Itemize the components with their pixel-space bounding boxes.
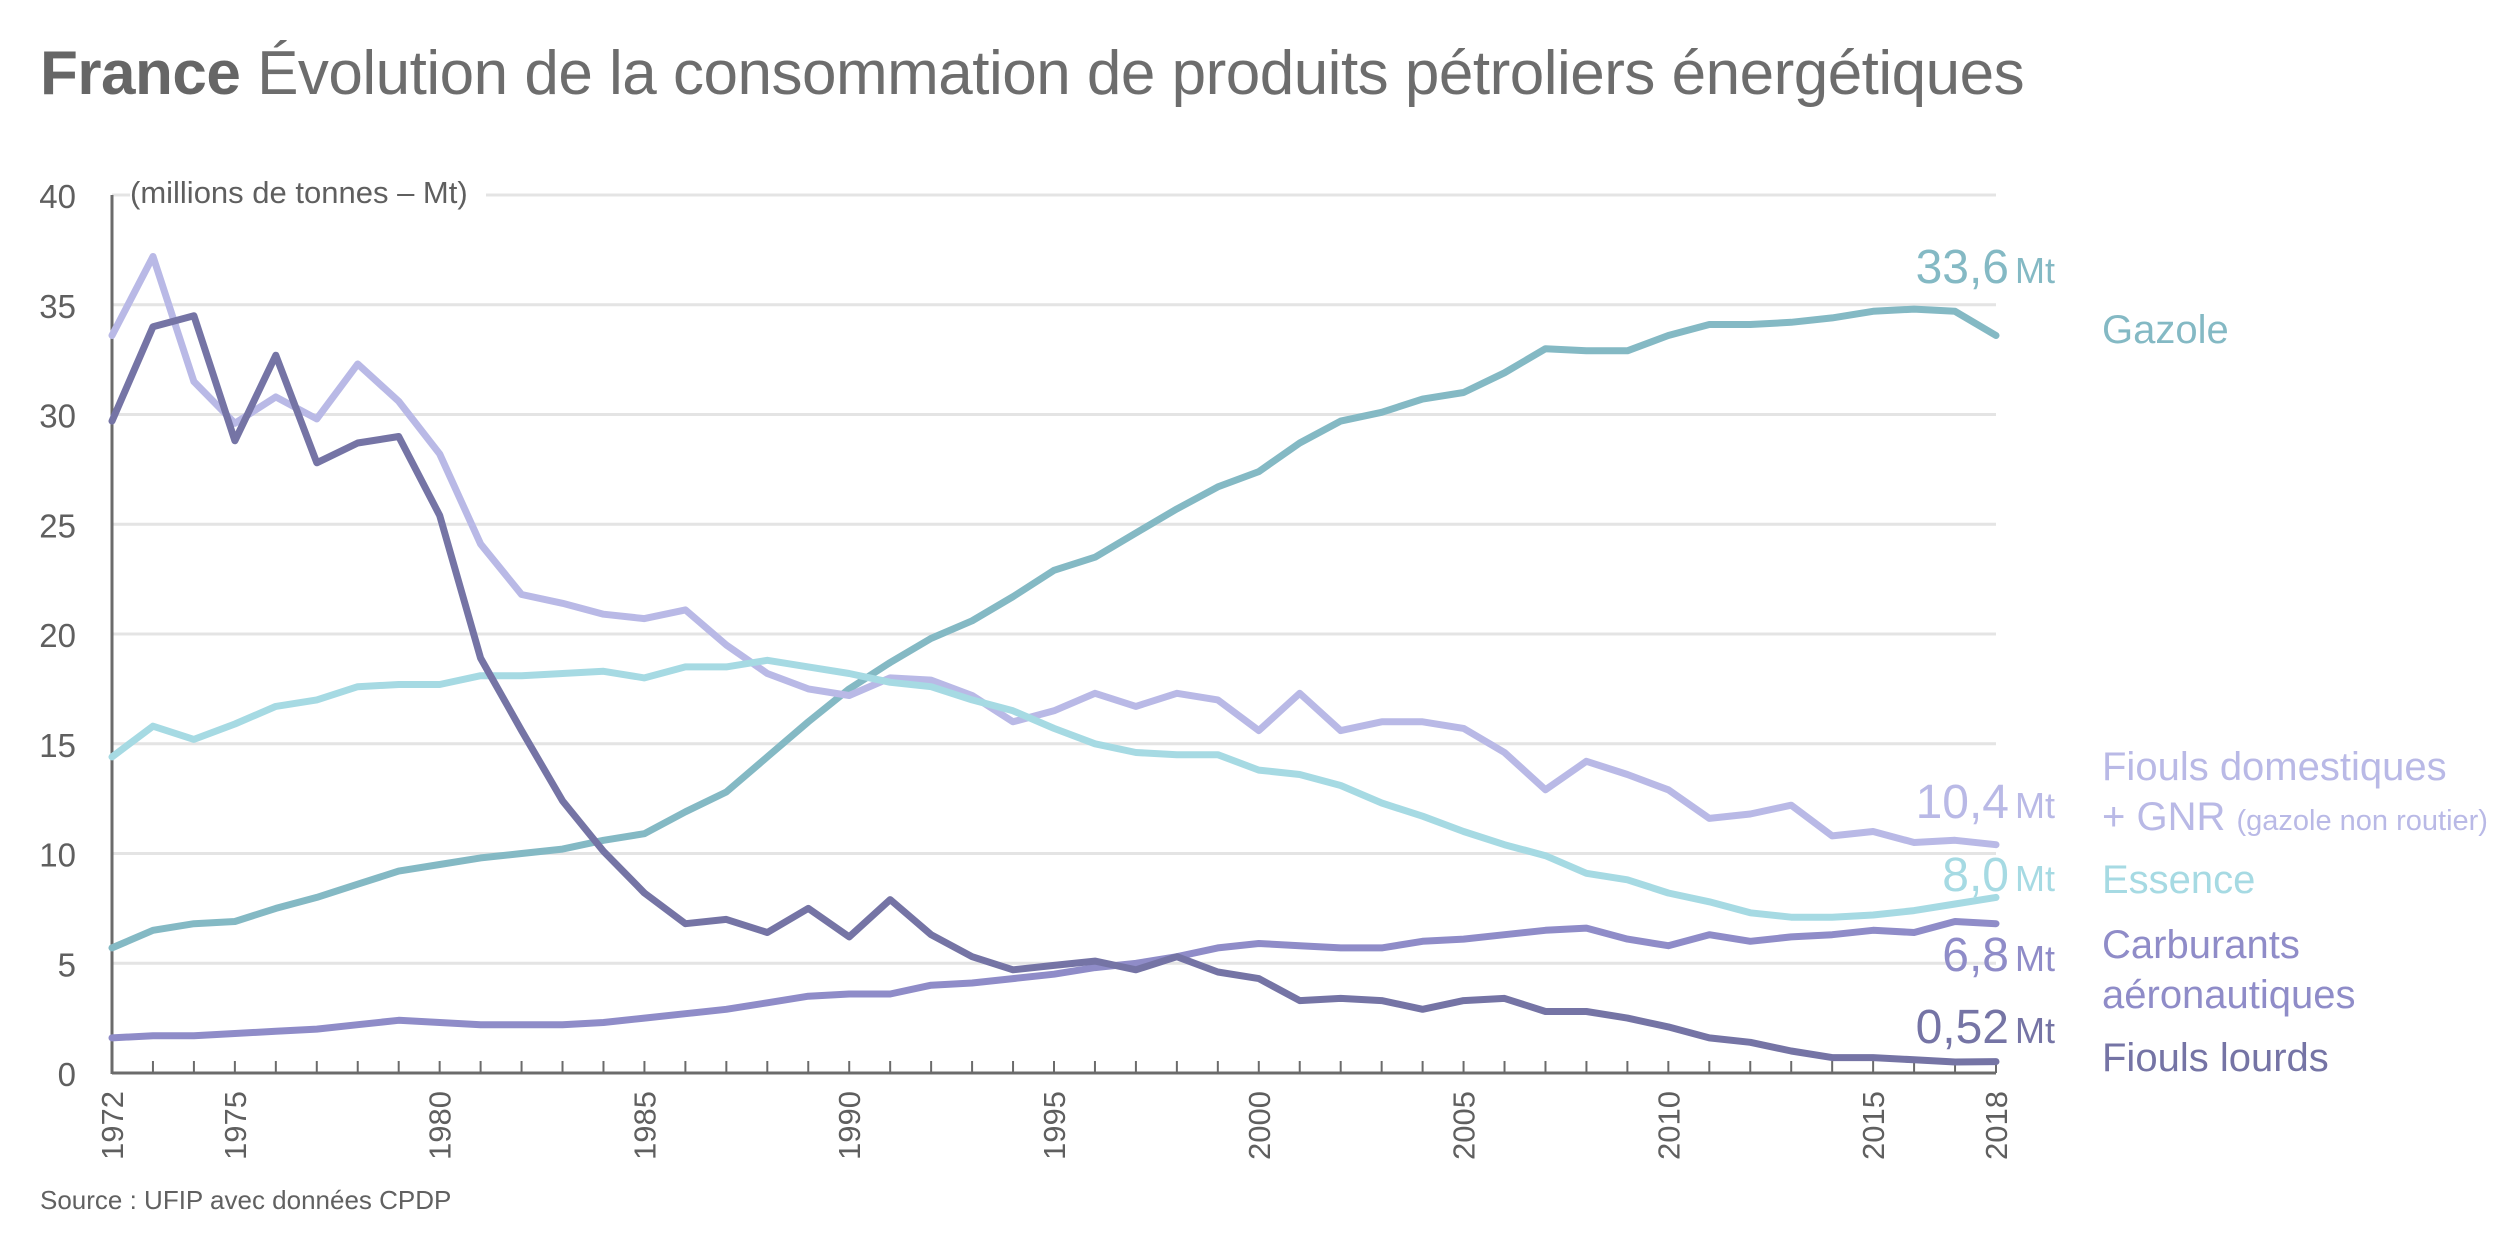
legend-label: Fiouls domestiques	[2102, 745, 2447, 789]
y-axis-ticks: 0 5 10 15 20 25 30 35 40	[39, 178, 76, 1093]
end-value-unit: Mt	[2015, 938, 2055, 979]
end-value-unit: Mt	[2015, 250, 2055, 291]
end-value-carburants-aero: 6,8 Mt	[1942, 928, 2055, 983]
source-note: Source : UFIP avec données CPDP	[40, 1185, 452, 1215]
end-value-fiouls-domestiques: 10,4 Mt	[1916, 775, 2055, 830]
y-tick-label: 35	[39, 288, 76, 325]
legend-label-text: aéronautiques	[2102, 973, 2356, 1017]
y-tick-label: 10	[39, 837, 76, 874]
end-value-fiouls-lourds: 0,52 Mt	[1916, 1000, 2055, 1055]
x-tick-label: 1985	[627, 1091, 662, 1160]
legend-item-essence: Essence	[2102, 855, 2255, 905]
series-line-carburants-aero	[108, 918, 2000, 1042]
end-value-gazole: 33,6 Mt	[1916, 240, 2055, 295]
legend-label-note: (gazole non routier)	[2236, 805, 2488, 837]
gridlines	[112, 193, 1996, 965]
y-tick-label: 40	[39, 178, 76, 215]
x-tick-label: 2000	[1242, 1091, 1277, 1160]
y-tick-label: 20	[39, 617, 76, 654]
y-tick-label: 30	[39, 398, 76, 435]
x-tick-label: 1990	[832, 1091, 867, 1160]
series-lines	[108, 253, 2000, 1066]
y-axis-unit-label: (millions de tonnes – Mt)	[130, 175, 486, 211]
end-value-unit: Mt	[2015, 1010, 2055, 1051]
x-axis: 1972 1975 1980 1985 1990 1995 2000 2005 2010 2015…	[95, 195, 2014, 1160]
end-value-unit: Mt	[2015, 785, 2055, 826]
series-line-fiouls-lourds	[108, 312, 2000, 1066]
legend-label: Fiouls lourds	[2102, 1036, 2329, 1080]
legend-item-gazole: Gazole	[2102, 305, 2229, 355]
x-tick-label: 2018	[1979, 1091, 2014, 1160]
x-tick-label: 1995	[1037, 1091, 1072, 1160]
legend-item-carburants-aero: Carburants aéronautiques	[2102, 920, 2356, 1020]
x-tick-label: 2015	[1856, 1091, 1891, 1160]
legend-label-line2: + GNR (gazole non routier)	[2102, 792, 2488, 846]
legend-item-fiouls-domestiques: Fiouls domestiques + GNR (gazole non rout…	[2102, 742, 2488, 846]
title-text: Évolution de la consommation de produits…	[257, 39, 2025, 108]
y-tick-label: 15	[39, 727, 76, 764]
series-line-gazole	[108, 305, 2000, 952]
x-tick-label: 1975	[218, 1091, 253, 1160]
title-country: France	[40, 39, 241, 108]
x-tick-label: 2010	[1651, 1091, 1686, 1160]
end-value-number: 8,0	[1942, 849, 2009, 902]
end-value-number: 0,52	[1915, 1001, 2009, 1054]
end-value-unit: Mt	[2015, 858, 2055, 899]
legend-label-text: + GNR	[2102, 795, 2226, 839]
end-value-number: 10,4	[1915, 776, 2009, 829]
legend-item-fiouls-lourds: Fiouls lourds	[2102, 1033, 2329, 1083]
end-value-number: 33,6	[1915, 241, 2009, 294]
series-line-essence	[108, 656, 2000, 921]
legend-label: Essence	[2102, 858, 2256, 902]
y-tick-label: 25	[39, 507, 76, 544]
x-tick-label: 1980	[423, 1091, 458, 1160]
end-value-number: 6,8	[1942, 929, 2009, 982]
x-tick-label: 2005	[1447, 1091, 1482, 1160]
x-tick-label: 1972	[95, 1091, 130, 1160]
y-tick-label: 5	[58, 946, 76, 983]
y-tick-label: 0	[58, 1056, 76, 1093]
legend-label: Gazole	[2102, 308, 2229, 352]
series-line-fiouls-domestiques	[108, 253, 2000, 849]
legend-label-line2: aéronautiques	[2102, 970, 2356, 1020]
chart-title: France Évolution de la consommation de p…	[40, 38, 2025, 109]
end-value-essence: 8,0 Mt	[1942, 848, 2055, 903]
legend-label: Carburants	[2102, 923, 2300, 967]
